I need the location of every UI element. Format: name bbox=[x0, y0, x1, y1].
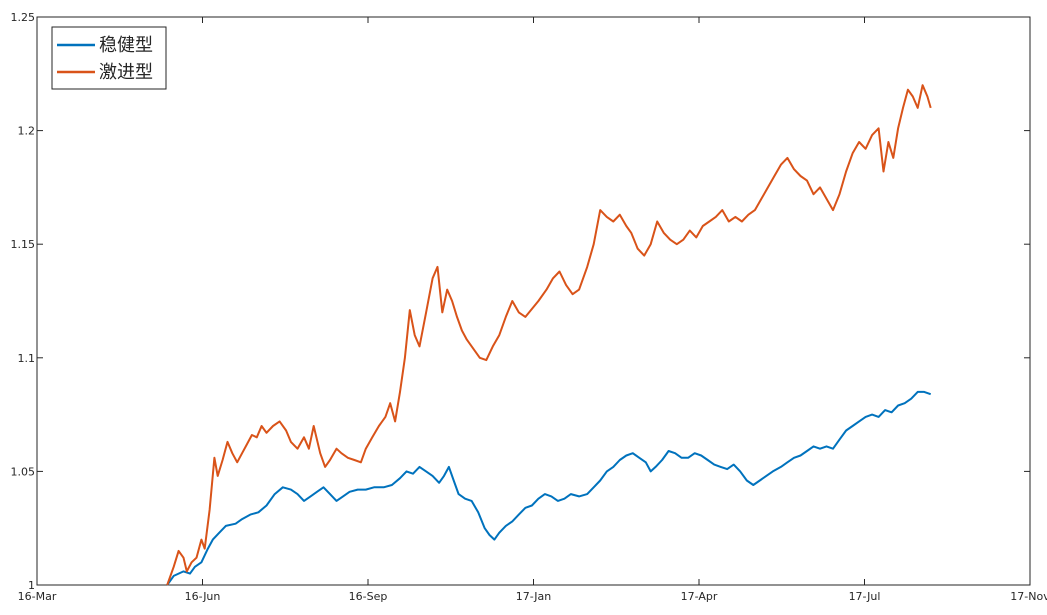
x-tick-label: 17-Jul bbox=[849, 590, 881, 603]
series-line-1 bbox=[166, 390, 932, 586]
y-tick-label: 1.15 bbox=[11, 238, 36, 251]
legend-label: 激进型 bbox=[99, 62, 153, 83]
x-tick-label: 17-Nov bbox=[1010, 590, 1047, 603]
plot-area bbox=[36, 16, 1031, 586]
y-tick-label: 1.25 bbox=[11, 11, 36, 24]
x-tick-label: 16-Jun bbox=[185, 590, 221, 603]
y-tick-label: 1.05 bbox=[11, 465, 36, 478]
y-axis: 1 1.05 1.1 1.15 1.2 1.25 bbox=[11, 11, 1030, 592]
y-tick-label: 1 bbox=[28, 579, 35, 592]
x-tick-label: 17-Jan bbox=[516, 590, 552, 603]
x-tick-label: 16-Mar bbox=[18, 590, 57, 603]
legend-box bbox=[51, 26, 167, 90]
axes-frame bbox=[36, 16, 1031, 586]
series-line-2 bbox=[166, 84, 932, 586]
x-tick-label: 17-Apr bbox=[681, 590, 718, 603]
x-axis: 16-Mar 16-Jun 16-Sep 17-Jan 17-Apr 17-Jul 17-N… bbox=[18, 17, 1047, 603]
y-tick-label: 1.1 bbox=[18, 352, 36, 365]
legend-label: 稳健型 bbox=[99, 35, 153, 56]
x-tick-label: 16-Sep bbox=[349, 590, 388, 603]
y-tick-label: 1.2 bbox=[18, 125, 36, 138]
